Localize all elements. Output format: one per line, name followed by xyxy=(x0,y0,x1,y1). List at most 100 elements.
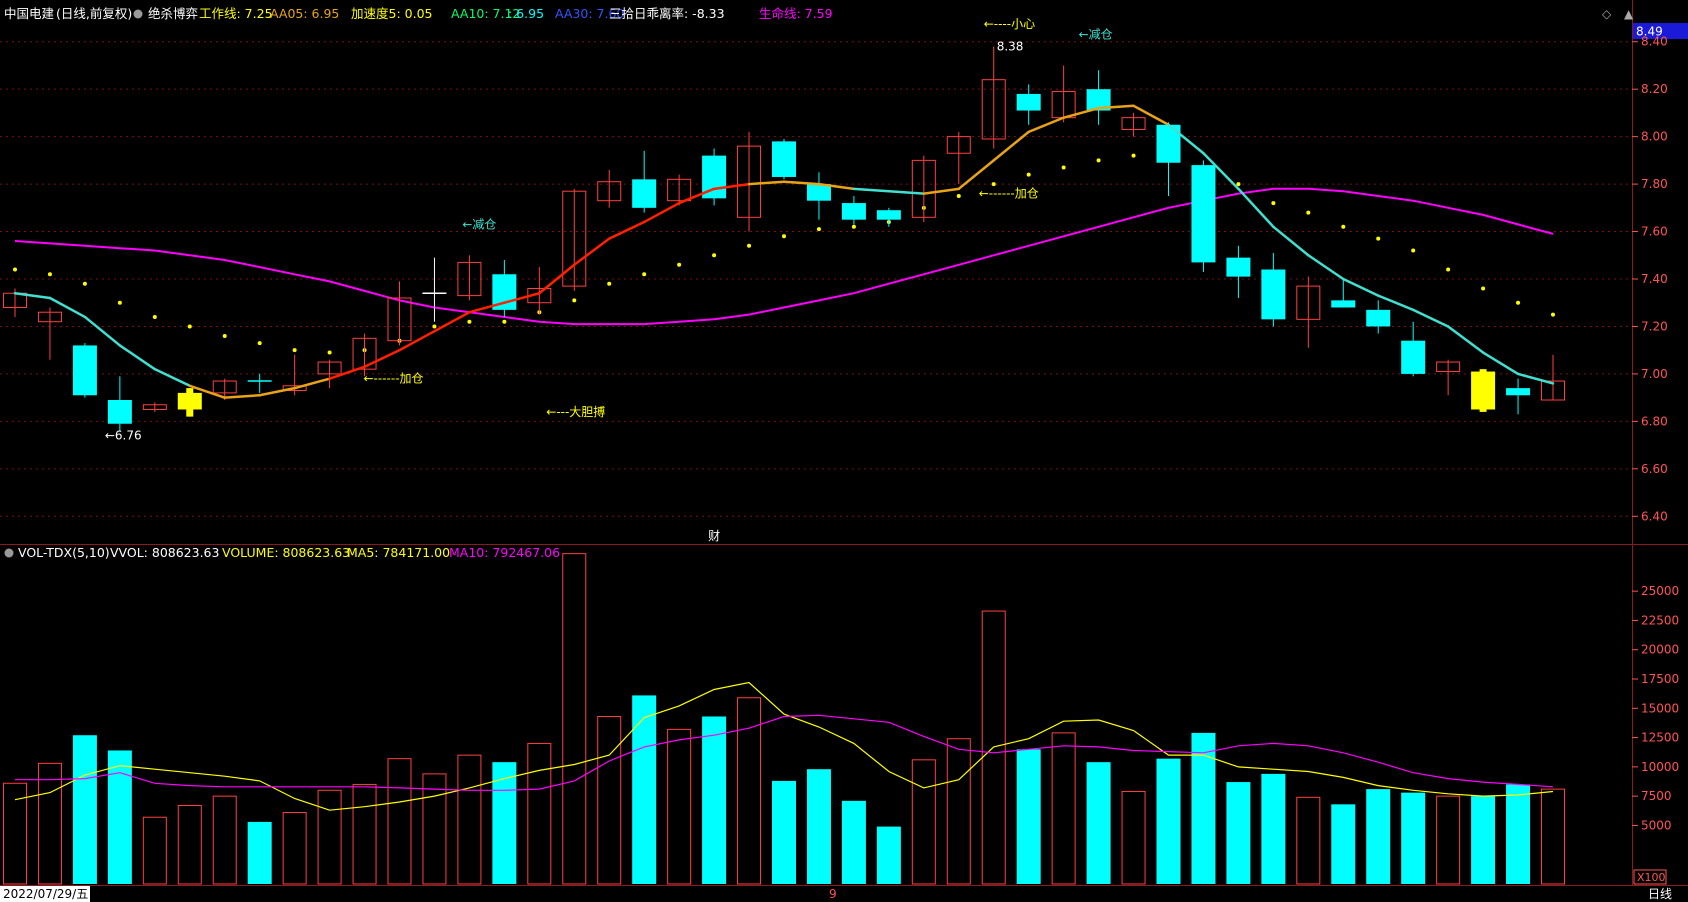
work-line-dot xyxy=(1236,182,1241,187)
price-badge: 8.49 xyxy=(1633,23,1688,39)
candle-body-down xyxy=(1086,89,1111,111)
work-line-dot xyxy=(572,298,577,303)
indicator-toggle-icon[interactable] xyxy=(133,9,143,19)
volume-tick-label: 20000 xyxy=(1641,643,1679,657)
chart-annotation: ←减仓 xyxy=(462,217,496,231)
candle-body-up xyxy=(667,178,692,202)
work-line-dot xyxy=(956,193,961,198)
price-tick-label: 6.60 xyxy=(1641,462,1668,476)
volume-bar-down xyxy=(841,800,866,884)
period-label: (日线,前复权) xyxy=(56,6,132,21)
volume-bar-up xyxy=(911,759,936,885)
price-badge-text: 8.49 xyxy=(1636,25,1663,39)
work-line-dot xyxy=(1271,201,1276,206)
chart-annotation: ←6.76 xyxy=(105,429,142,443)
volume-tick-label: 15000 xyxy=(1641,701,1679,715)
aa10-line-segment xyxy=(1167,123,1205,155)
diamond-icon[interactable]: ◇ xyxy=(1602,7,1612,21)
candle-body-down xyxy=(1016,93,1041,111)
work-line-dot xyxy=(47,272,52,277)
price-tick-label: 8.00 xyxy=(1641,130,1668,144)
volume-bar-up xyxy=(737,697,762,885)
stock-name: 中国电建 xyxy=(4,6,55,21)
chart-annotation: ←减仓 xyxy=(1079,28,1113,42)
work-line-dot xyxy=(432,324,437,329)
aa10-line-segment xyxy=(852,187,891,193)
volume-bar-down xyxy=(1226,782,1251,884)
volume-unit-box xyxy=(1633,869,1667,885)
volume-bar-down xyxy=(1086,762,1111,884)
volume-bar-up xyxy=(562,553,587,885)
volume-bar-up xyxy=(1541,788,1565,885)
candle-body-down xyxy=(1331,300,1356,308)
volume-tick-label: 5000 xyxy=(1641,818,1672,832)
aa10-line-segment xyxy=(1376,294,1415,312)
volume-bar-down xyxy=(1156,758,1181,884)
volume-bar-down xyxy=(806,769,831,884)
candle-body-up xyxy=(946,136,971,154)
candle-body-down xyxy=(1366,309,1391,327)
volume-bar-up xyxy=(1436,795,1461,885)
candle-body-down xyxy=(1226,257,1251,277)
aa10-line-segment xyxy=(1446,325,1485,354)
period-tab[interactable]: 日线 xyxy=(1648,887,1672,901)
candle-body-up xyxy=(597,181,622,202)
volume-bar-down xyxy=(632,695,657,884)
candle-body-down xyxy=(107,400,132,424)
candle-body-down xyxy=(772,141,796,177)
candle-body-down xyxy=(876,210,901,220)
work-line-dot xyxy=(747,243,752,248)
volume-header-value-2: MA5: 784171.00 xyxy=(347,545,450,560)
candle-body-up xyxy=(1296,285,1321,320)
volume-tick-label: 17500 xyxy=(1641,672,1679,686)
volume-toggle-icon[interactable] xyxy=(4,548,14,558)
work-line-dot xyxy=(292,348,297,353)
price-badge-bg xyxy=(1633,23,1688,39)
work-line-dot xyxy=(82,281,87,286)
aa10-line-segment xyxy=(1027,116,1065,134)
volume-bar-down xyxy=(1401,792,1426,884)
aa10-line-segment xyxy=(1342,277,1380,297)
aa10-line-segment xyxy=(223,394,261,399)
date-box xyxy=(0,886,90,902)
price-tick-label: 7.80 xyxy=(1641,177,1668,191)
aa10-line-segment xyxy=(363,348,401,369)
work-line-dot xyxy=(13,267,17,272)
work-line-dot xyxy=(222,333,227,338)
volume-bar-up xyxy=(317,789,342,885)
candle-body-up xyxy=(317,361,342,375)
work-line-dot xyxy=(991,182,996,187)
work-line-dot xyxy=(1026,172,1031,177)
work-line-dot xyxy=(1061,165,1066,170)
work-line-dot xyxy=(1341,224,1346,229)
work-line-dot xyxy=(782,234,786,239)
chart-annotation: ←------加仓 xyxy=(364,372,424,386)
price-tick-label: 8.40 xyxy=(1641,35,1668,49)
header-value-0: 工作线: 7.25 xyxy=(199,6,273,21)
aa10-line-segment xyxy=(1132,104,1170,127)
aa10-line-segment xyxy=(1272,225,1310,257)
volume-bar-up xyxy=(457,754,482,885)
work-line-dot xyxy=(1551,312,1555,317)
candle-body xyxy=(177,392,202,410)
volume-bar-up xyxy=(352,783,377,885)
volume-header-value-1: VOLUME: 808623.63 xyxy=(222,545,350,560)
scroll-up-icon[interactable]: ▲ xyxy=(1624,7,1634,21)
aa10-line-segment xyxy=(433,310,471,333)
volume-bar-down xyxy=(1366,789,1391,884)
header-value-4: : 6.95 xyxy=(508,6,544,21)
aa10-line-segment xyxy=(83,315,122,347)
candle-body-up xyxy=(142,404,167,411)
aa10-line-segment xyxy=(13,291,52,300)
volume-ma10-line xyxy=(15,714,1554,791)
candle-body-down xyxy=(806,184,831,201)
candle-body-up xyxy=(1541,380,1565,401)
volume-tick-label: 10000 xyxy=(1641,760,1679,774)
aa10-line-segment xyxy=(712,182,751,191)
chart-annotation: 8.38 xyxy=(997,39,1024,53)
aa10-line-segment xyxy=(258,386,296,397)
